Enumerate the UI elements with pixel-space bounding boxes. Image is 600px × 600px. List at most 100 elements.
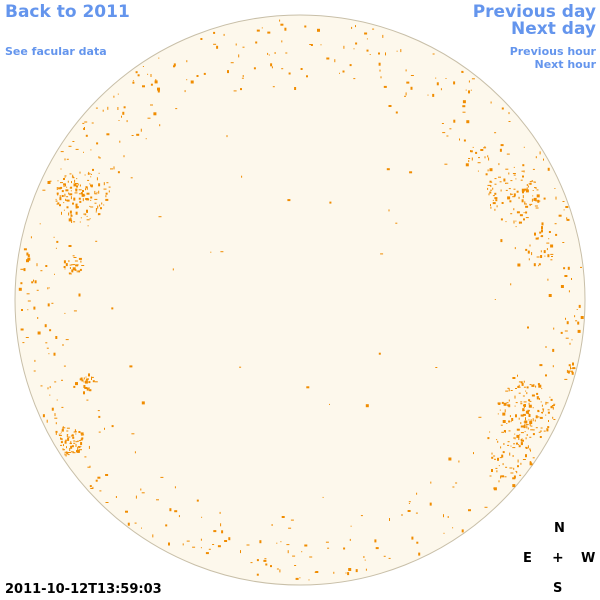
facula-point bbox=[494, 183, 497, 185]
facula-point bbox=[158, 216, 162, 218]
facula-point bbox=[544, 255, 546, 257]
facula-point bbox=[61, 429, 63, 431]
facula-point bbox=[535, 385, 537, 388]
facula-point bbox=[69, 210, 72, 214]
previous-day-link[interactable]: Previous day bbox=[472, 2, 596, 22]
facula-point bbox=[310, 44, 313, 46]
facula-point bbox=[517, 459, 519, 463]
facula-point bbox=[63, 202, 65, 204]
facula-point bbox=[88, 171, 90, 175]
facula-point bbox=[564, 275, 568, 277]
facula-point bbox=[67, 436, 71, 438]
facula-point bbox=[495, 199, 498, 202]
facula-point bbox=[497, 440, 499, 443]
facula-point bbox=[508, 172, 510, 175]
facula-point bbox=[528, 183, 532, 185]
facula-point bbox=[66, 158, 69, 160]
facula-point bbox=[95, 107, 98, 109]
facula-point bbox=[105, 198, 109, 201]
facula-point bbox=[61, 211, 62, 215]
facula-point bbox=[446, 135, 449, 137]
facula-point bbox=[509, 452, 511, 456]
facula-point bbox=[465, 89, 467, 91]
facula-point bbox=[130, 177, 133, 179]
facula-point bbox=[523, 404, 524, 407]
facula-point bbox=[379, 69, 381, 72]
facula-point bbox=[505, 221, 507, 223]
facula-point bbox=[92, 380, 95, 383]
facula-point bbox=[306, 75, 308, 78]
facula-point bbox=[90, 184, 93, 187]
facula-point bbox=[501, 107, 504, 110]
facula-point bbox=[533, 263, 536, 267]
facula-point bbox=[513, 437, 516, 439]
facula-point bbox=[54, 417, 58, 419]
facula-point bbox=[70, 446, 72, 449]
facula-point bbox=[541, 226, 543, 230]
facula-point bbox=[525, 454, 527, 458]
facula-point bbox=[320, 44, 322, 46]
facula-point bbox=[233, 90, 237, 92]
facula-point bbox=[256, 573, 259, 576]
facula-point bbox=[157, 87, 160, 91]
facula-point bbox=[445, 78, 447, 79]
facula-point bbox=[89, 485, 92, 488]
facula-point bbox=[36, 263, 38, 267]
facula-point bbox=[58, 433, 60, 435]
facula-point bbox=[521, 188, 525, 192]
facula-point bbox=[216, 45, 219, 49]
facula-point bbox=[72, 452, 76, 454]
facula-point bbox=[129, 365, 133, 368]
facula-point bbox=[443, 532, 445, 534]
facula-point bbox=[220, 251, 224, 253]
facula-point bbox=[518, 445, 521, 448]
facula-point bbox=[75, 204, 78, 207]
facula-point bbox=[468, 160, 470, 163]
facula-point bbox=[554, 188, 556, 189]
facula-point bbox=[49, 386, 51, 389]
facula-point bbox=[519, 214, 523, 217]
facula-point bbox=[509, 415, 511, 418]
facula-point bbox=[136, 133, 140, 136]
facula-point bbox=[385, 52, 386, 56]
facula-point bbox=[78, 189, 82, 191]
previous-hour-link[interactable]: Previous hour bbox=[509, 45, 596, 58]
facula-point bbox=[497, 413, 499, 415]
facula-point bbox=[86, 209, 88, 213]
facula-point bbox=[86, 198, 90, 201]
facula-point bbox=[409, 171, 413, 174]
facula-point bbox=[82, 122, 85, 124]
facula-point bbox=[447, 516, 449, 518]
facula-point bbox=[521, 439, 524, 442]
facula-point bbox=[76, 178, 78, 180]
facula-point bbox=[495, 467, 498, 469]
see-facular-data-link[interactable]: See facular data bbox=[5, 45, 107, 58]
facula-point bbox=[75, 269, 77, 271]
facula-point bbox=[489, 191, 492, 194]
facula-point bbox=[72, 177, 75, 179]
facula-point bbox=[79, 449, 82, 451]
facula-point bbox=[66, 446, 67, 449]
facula-point bbox=[64, 175, 67, 177]
facula-point bbox=[117, 107, 119, 110]
facula-point bbox=[355, 42, 358, 45]
facula-point bbox=[141, 527, 142, 529]
facula-point bbox=[91, 376, 94, 378]
facula-point bbox=[571, 278, 572, 280]
facula-point bbox=[235, 43, 237, 46]
facula-point bbox=[77, 440, 79, 442]
next-day-link[interactable]: Next day bbox=[511, 19, 596, 39]
facula-point bbox=[67, 452, 71, 453]
facula-point bbox=[83, 194, 86, 196]
facula-point bbox=[87, 466, 91, 468]
facula-point bbox=[77, 449, 80, 453]
facula-point bbox=[461, 71, 464, 73]
facula-point bbox=[174, 510, 178, 513]
facula-point bbox=[42, 189, 46, 191]
facula-point bbox=[406, 81, 410, 84]
back-to-year-link[interactable]: Back to 2011 bbox=[5, 2, 130, 22]
facula-point bbox=[429, 502, 432, 506]
facula-point bbox=[213, 43, 217, 45]
next-hour-link[interactable]: Next hour bbox=[534, 58, 597, 71]
facula-point bbox=[169, 508, 172, 512]
